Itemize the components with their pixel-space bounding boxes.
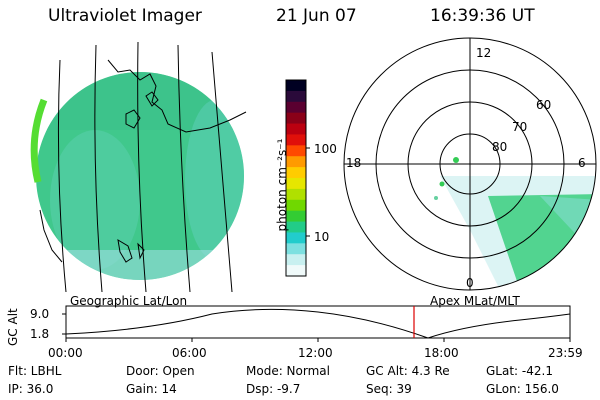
orbit-y-tick-9: 9.0 <box>30 307 49 321</box>
filter-info: Flt: LBHL <box>8 364 61 378</box>
mode-info: Mode: Normal <box>246 364 330 378</box>
orbit-x-tick-1800: 18:00 <box>424 346 459 360</box>
dsp-info: Dsp: -9.7 <box>246 382 300 396</box>
orbit-x-tick-0600: 06:00 <box>172 346 207 360</box>
ip-info: IP: 36.0 <box>8 382 53 396</box>
gain-info: Gain: 14 <box>126 382 177 396</box>
gc-alt-info: GC Alt: 4.3 Re <box>366 364 450 378</box>
glon-info: GLon: 156.0 <box>486 382 559 396</box>
door-info: Door: Open <box>126 364 195 378</box>
orbit-y-axis-label: GC Alt <box>6 308 20 346</box>
seq-info: Seq: 39 <box>366 382 412 396</box>
orbit-x-tick-0000: 00:00 <box>48 346 83 360</box>
orbit-x-tick-2359: 23:59 <box>548 346 583 360</box>
glat-info: GLat: -42.1 <box>486 364 553 378</box>
orbit-y-tick-1-8: 1.8 <box>30 327 49 341</box>
orbit-x-tick-1200: 12:00 <box>298 346 333 360</box>
